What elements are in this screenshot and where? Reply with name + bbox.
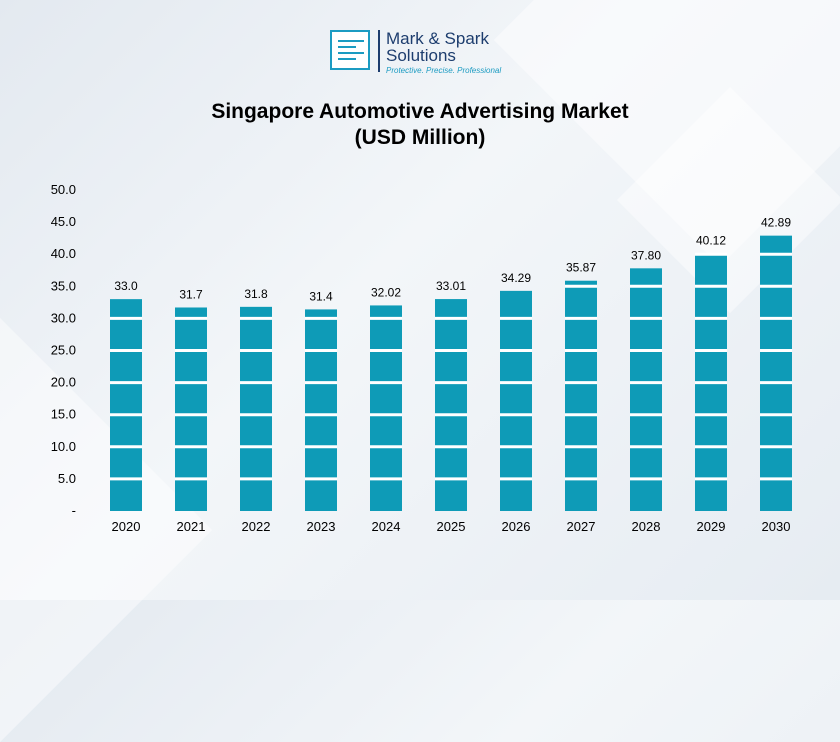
- bar: [110, 299, 142, 511]
- y-tick-label: 15.0: [51, 407, 76, 422]
- bar: [175, 307, 207, 511]
- y-tick-label: -: [72, 503, 76, 518]
- logo-divider: [378, 30, 380, 72]
- brand-logo: Mark & Spark Solutions Protective. Preci…: [330, 29, 502, 75]
- x-tick-label: 2022: [242, 519, 271, 534]
- bar-value-label: 31.8: [244, 287, 268, 301]
- bar-value-label: 31.7: [179, 287, 203, 301]
- bar-value-label: 31.4: [309, 289, 333, 303]
- x-tick-label: 2027: [567, 519, 596, 534]
- x-tick-label: 2021: [177, 519, 206, 534]
- y-tick-label: 45.0: [51, 214, 76, 229]
- bar-value-label: 37.80: [631, 248, 661, 262]
- bar-value-label: 34.29: [501, 271, 531, 285]
- bar: [760, 235, 792, 512]
- brand-tagline: Protective. Precise. Professional: [386, 66, 502, 75]
- x-tick-label: 2023: [307, 519, 336, 534]
- bar-chart: - 5.0 10.0 15.0 20.0 25.0 30.0 35.0 40.0 45.0 50.0…: [51, 182, 792, 534]
- bar: [305, 309, 337, 511]
- x-tick-label: 2029: [697, 519, 726, 534]
- chart-subtitle: (USD Million): [354, 126, 486, 149]
- bar-value-label: 40.12: [696, 233, 726, 247]
- bar: [435, 299, 467, 511]
- x-tick-label: 2025: [437, 519, 466, 534]
- bar-value-label: 33.01: [436, 279, 466, 293]
- bar: [240, 306, 272, 511]
- logo-document-icon: [330, 30, 370, 70]
- bar: [500, 290, 532, 511]
- x-tick-label: 2026: [502, 519, 531, 534]
- brand-name: Mark & Spark: [386, 29, 489, 48]
- y-tick-label: 10.0: [51, 439, 76, 454]
- bar-value-label: 32.02: [371, 285, 401, 299]
- x-tick-label: 2020: [112, 519, 141, 534]
- x-tick-label: 2024: [372, 519, 401, 534]
- bar-value-label: 42.89: [761, 216, 791, 230]
- x-tick-label: 2028: [632, 519, 661, 534]
- y-tick-label: 40.0: [51, 246, 76, 261]
- bar: [370, 305, 402, 511]
- y-tick-label: 5.0: [58, 471, 76, 486]
- y-tick-label: 50.0: [51, 182, 76, 197]
- bar-value-label: 33.0: [114, 279, 138, 293]
- y-tick-label: 25.0: [51, 343, 76, 358]
- x-tick-label: 2030: [762, 519, 791, 534]
- y-tick-label: 35.0: [51, 278, 76, 293]
- y-tick-label: 20.0: [51, 375, 76, 390]
- brand-name-line2: Solutions: [386, 46, 456, 65]
- chart-title: Singapore Automotive Advertising Market: [211, 100, 629, 123]
- bar-value-label: 35.87: [566, 261, 596, 275]
- bar: [565, 280, 597, 511]
- y-tick-label: 30.0: [51, 310, 76, 325]
- bar: [630, 268, 662, 511]
